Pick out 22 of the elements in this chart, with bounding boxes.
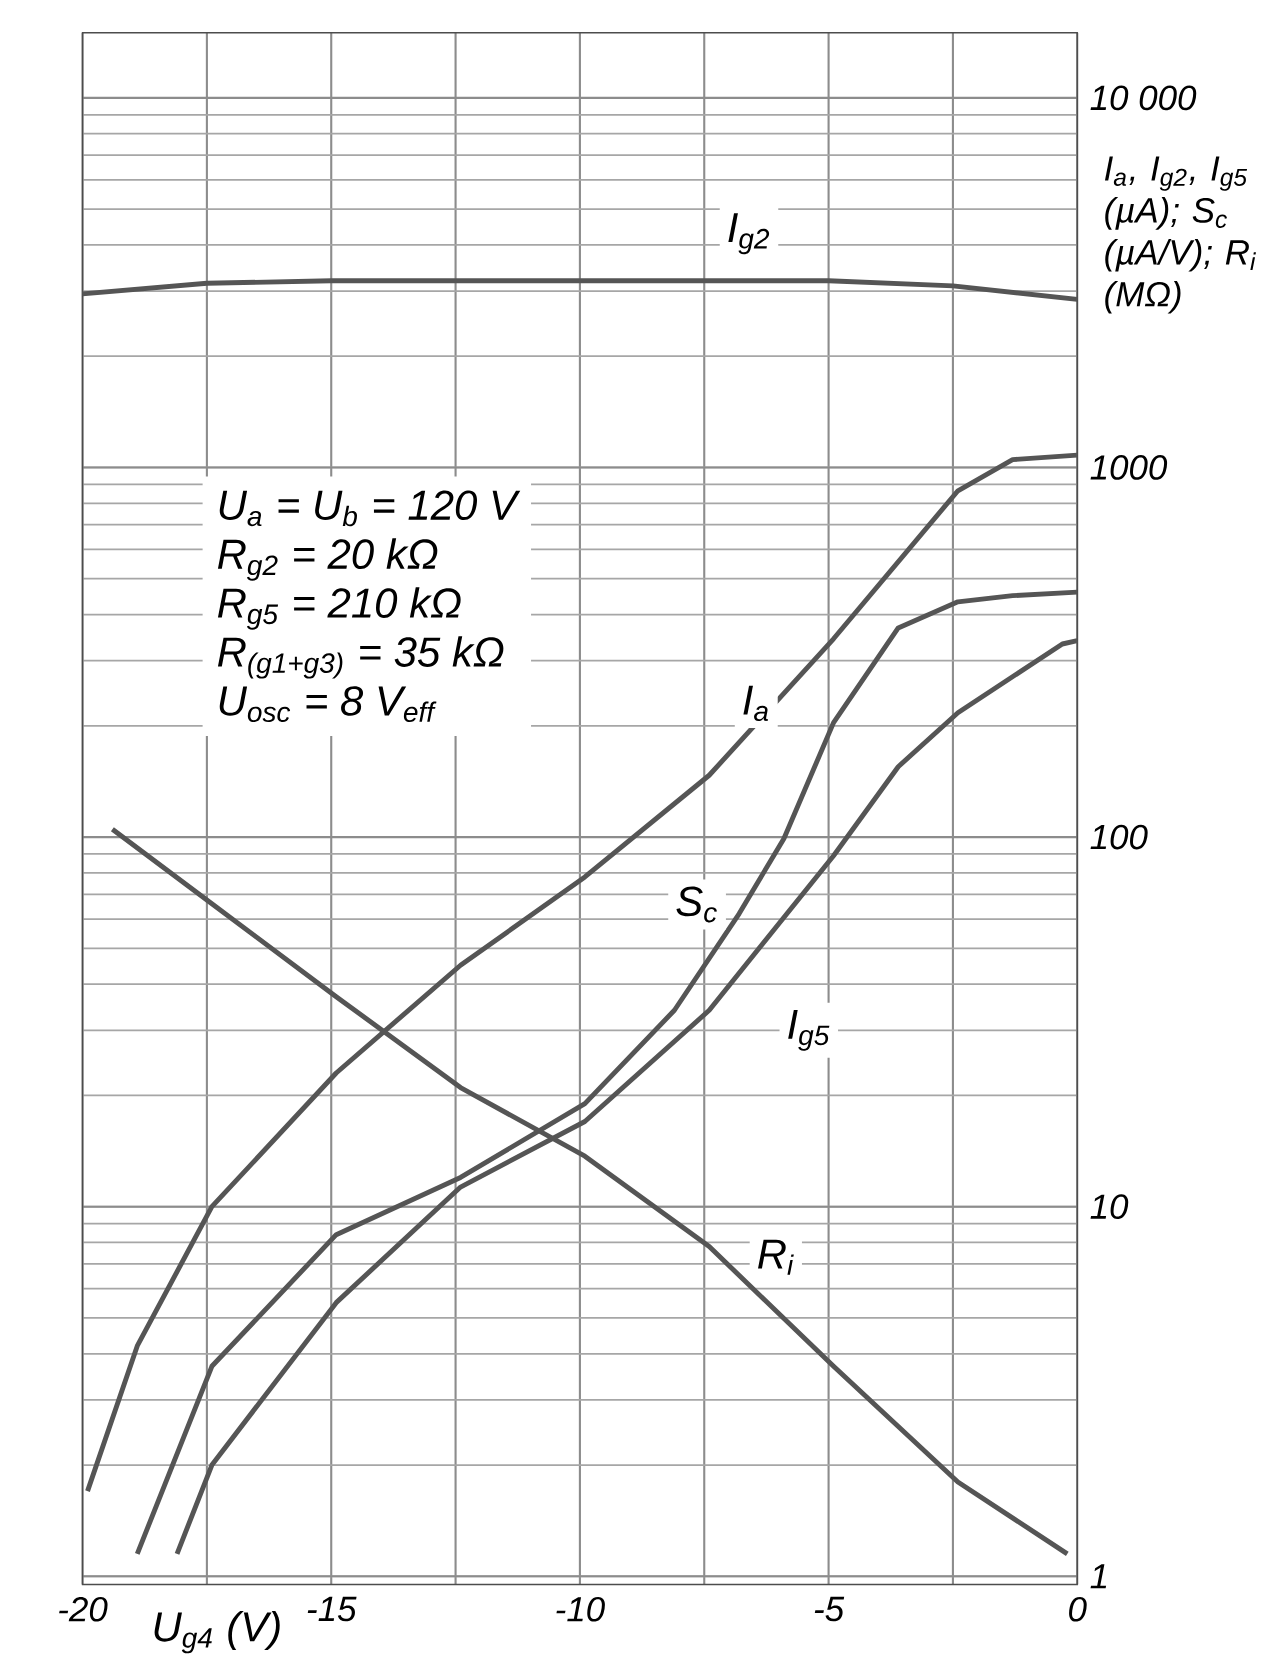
x-tick-label: -5	[814, 1596, 845, 1622]
series-label: R$_{i}$	[757, 1239, 794, 1275]
y-tick-label: 100	[1090, 824, 1148, 850]
series-label: I$_{a}$	[743, 685, 768, 722]
x-tick-label: -20	[58, 1596, 108, 1622]
series-label: I$_{g2}$	[728, 213, 769, 255]
y-tick-label: 10	[1090, 1194, 1129, 1220]
annotation: U$_{osc}$ = 8 V$_{eff}$	[219, 686, 437, 723]
x-tick-label: -15	[307, 1596, 357, 1622]
y-tick-label: 10 000	[1090, 85, 1197, 111]
annotation: U$_{a}$ = U$_{b}$ = 120 V	[219, 490, 521, 527]
text: I$_{a}$, I$_{g2}$, I$_{g5}$ (µA); S$_{c}$ (µA/V); R$_{i}$ (MΩ)	[1104, 156, 1256, 314]
x-axis-title: U$_{g4}$ (V)	[154, 1610, 280, 1654]
annotation: R$_{(g1+g3)}$ = 35 kΩ	[217, 636, 504, 679]
series-label: I$_{g5}$	[788, 1009, 830, 1051]
y-tick-label: 1000	[1090, 455, 1167, 480]
series-label: S$_{c}$	[676, 886, 717, 923]
y-tick-label: 1	[1090, 1564, 1106, 1589]
x-tick-label: -10	[556, 1596, 605, 1622]
x-tick-label: 0	[1068, 1596, 1087, 1622]
annotation: R$_{g5}$ = 210 kΩ	[217, 587, 461, 630]
annotation: R$_{g2}$ = 20 kΩ	[217, 538, 438, 581]
